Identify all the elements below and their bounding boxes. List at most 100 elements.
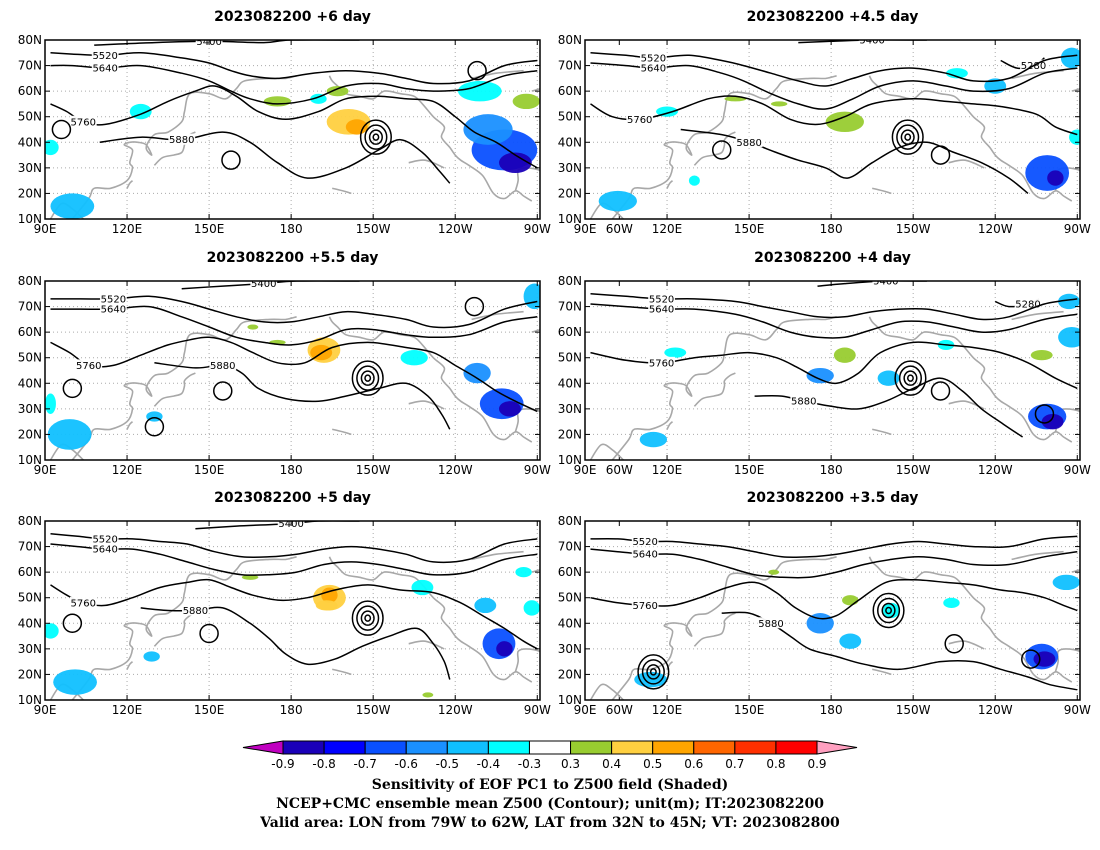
colorbar-tick-label: -0.5 [436, 757, 459, 771]
z500-contour [680, 128, 1029, 194]
coastline [328, 75, 533, 202]
negative-sensitivity-area [1052, 574, 1080, 591]
closed-low-contour [368, 129, 383, 145]
x-tick-label: 120E [112, 222, 143, 236]
y-tick-label: 10N [558, 693, 582, 707]
x-tick-label: 150W [896, 703, 931, 717]
y-tick-label: 30N [558, 402, 582, 416]
y-tick-label: 40N [558, 616, 582, 630]
contour-label-bg [91, 543, 119, 555]
contour-label: 5760 [649, 358, 674, 369]
y-tick-label: 70N [558, 540, 582, 554]
z500-contour [590, 293, 1078, 321]
colorbar-bin [364, 740, 407, 755]
contour-label-bg [631, 548, 659, 560]
positive-sensitivity-area [422, 692, 434, 698]
negative-sensitivity-area [1041, 413, 1064, 430]
coastline [471, 550, 524, 561]
y-tick-label: 80N [18, 514, 42, 528]
closed-high-contour [62, 613, 83, 634]
z500-contour [590, 62, 1078, 110]
colorbar-tick-label: -0.8 [312, 757, 335, 771]
panel-title: 2023082200 +5.5 day [207, 250, 379, 266]
closed-low-contour [885, 606, 893, 615]
panel-title: 2023082200 +3.5 day [747, 490, 919, 506]
contour-label-bg [639, 62, 667, 74]
closed-high-contour [944, 633, 964, 654]
x-tick-label: 180 [820, 703, 843, 717]
closed-low-contour [360, 370, 375, 386]
x-tick-label: 90E [34, 463, 57, 477]
negative-sensitivity-area [47, 419, 92, 450]
coastline [126, 421, 134, 430]
coastline [948, 159, 985, 169]
x-tick-label: 90W [524, 703, 551, 717]
y-tick-label: 80N [18, 274, 42, 288]
closed-high-contour [144, 417, 165, 437]
colorbar-bin [446, 740, 489, 755]
coastline [948, 640, 985, 650]
negative-sensitivity-area [1047, 170, 1064, 186]
y-tick-label: 10N [18, 693, 42, 707]
contour-label-bg [790, 395, 818, 407]
y-tick-label: 50N [18, 591, 42, 605]
y-tick-label: 10N [558, 453, 582, 467]
colorbar-bin [611, 740, 654, 755]
contour-label-bg [99, 303, 127, 315]
x-tick-label: 120W [438, 463, 473, 477]
closed-high-contour [199, 623, 219, 644]
contour-label: 5880 [736, 138, 761, 149]
colorbar-tick-label: 0.3 [561, 757, 580, 771]
y-tick-label: 80N [18, 33, 42, 47]
contour-label: 5640 [92, 545, 117, 556]
y-tick-label: 60N [558, 565, 582, 579]
contour-label: 5760 [71, 598, 96, 609]
map-frame [584, 280, 1081, 461]
y-tick-label: 10N [18, 453, 42, 467]
map-frame [584, 520, 1081, 701]
positive-sensitivity-area [770, 101, 788, 107]
z500-contour [50, 578, 538, 650]
contour-label-bg [69, 596, 97, 608]
closed-low-contour [356, 365, 380, 391]
y-tick-label: 40N [558, 376, 582, 390]
coastline [693, 131, 736, 166]
coastline [1071, 568, 1080, 573]
panel-title: 2023082200 +4 day [754, 250, 911, 266]
contour-label: 5760 [632, 601, 657, 612]
contour-label-bg [735, 136, 763, 148]
colorbar-tick-label: 0.4 [602, 757, 621, 771]
closed-low-contour [637, 654, 670, 690]
y-tick-label: 30N [18, 402, 42, 416]
coastline [1071, 87, 1080, 92]
z500-contour [590, 303, 1078, 339]
x-tick-label: 60W [606, 703, 633, 717]
negative-sensitivity-area [523, 283, 540, 310]
contour-label: 5400 [873, 277, 898, 288]
closed-low-contour [904, 133, 912, 141]
contour-label-bg [757, 617, 785, 629]
closed-low-contour [894, 360, 927, 396]
y-tick-label: 70N [558, 300, 582, 314]
y-tick-label: 60N [18, 565, 42, 579]
contour-label: 5520 [92, 534, 117, 545]
y-tick-label: 70N [18, 59, 42, 73]
contour-label: 5880 [210, 361, 235, 372]
closed-low-contour [877, 597, 901, 624]
closed-low-contour [872, 592, 905, 629]
coastline [71, 316, 297, 460]
closed-high-contour [1034, 404, 1055, 424]
contour-label-bg [858, 40, 886, 45]
z500-contour [50, 543, 538, 576]
closed-low-contour [360, 610, 375, 626]
positive-sensitivity-area [241, 574, 259, 580]
closed-low-contour [359, 119, 392, 155]
x-tick-label: 60W [606, 222, 633, 236]
closed-low-contour [364, 614, 372, 622]
negative-sensitivity-area [1060, 47, 1080, 69]
positive-sensitivity-area [1030, 350, 1053, 361]
contour-label: 5520 [632, 537, 657, 548]
closed-high-contour [1021, 649, 1041, 669]
